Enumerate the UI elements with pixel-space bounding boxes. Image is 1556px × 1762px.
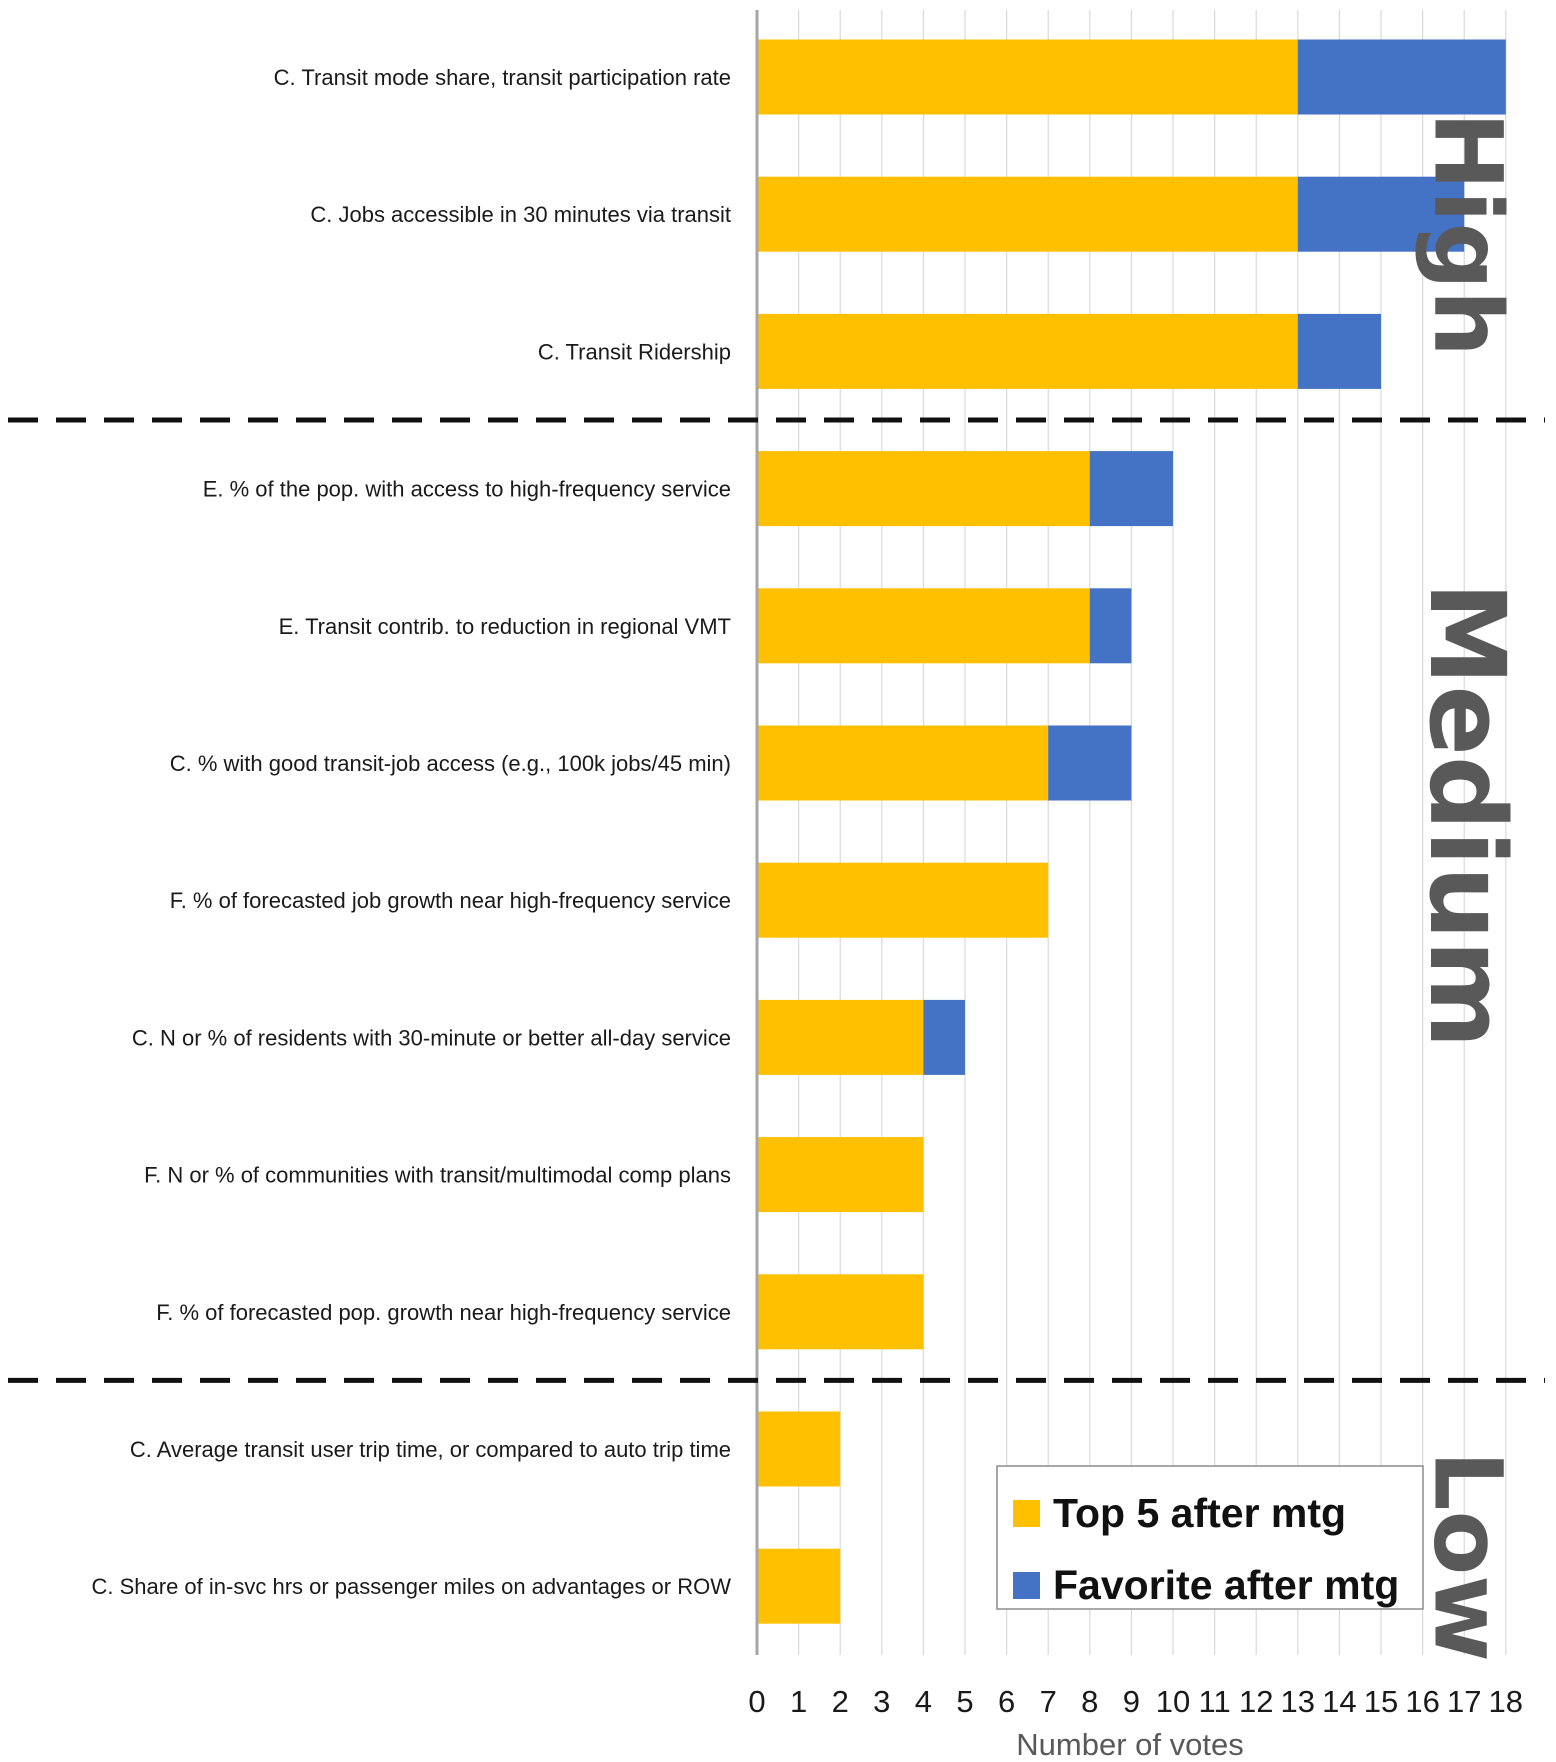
category-label: C. Transit Ridership — [538, 339, 731, 364]
x-tick-label: 18 — [1489, 1684, 1523, 1719]
category-label: C. % with good transit-job access (e.g.,… — [170, 751, 731, 776]
band-dividers — [8, 417, 1545, 1383]
band-label-high: High — [1413, 112, 1522, 357]
bar-top5 — [757, 313, 1298, 389]
x-tick-label: 12 — [1239, 1684, 1273, 1719]
x-tick-label: 13 — [1281, 1684, 1315, 1719]
x-tick-label: 15 — [1364, 1684, 1398, 1719]
x-tick-label: 5 — [956, 1684, 973, 1719]
bar-top5 — [757, 1411, 841, 1487]
bar-top5 — [757, 725, 1049, 801]
category-label: C. Share of in-svc hrs or passenger mile… — [92, 1574, 732, 1599]
x-tick-label: 7 — [1040, 1684, 1057, 1719]
legend: Top 5 after mtg Favorite after mtg — [996, 1465, 1424, 1610]
x-tick-label: 3 — [873, 1684, 890, 1719]
bar-favorite — [923, 999, 965, 1075]
legend-box — [996, 1465, 1424, 1610]
category-label: F. N or % of communities with transit/mu… — [144, 1163, 731, 1188]
category-label: E. % of the pop. with access to high-fre… — [203, 477, 731, 502]
x-tick-label: 11 — [1199, 1684, 1231, 1719]
x-tick-label: 14 — [1322, 1684, 1356, 1719]
bar-top5 — [757, 1548, 841, 1624]
bar-favorite — [1089, 451, 1173, 527]
legend-label: Top 5 after mtg — [1053, 1490, 1346, 1536]
x-tick-labels: 0 1 2 3 4 5 6 7 8 9 10 11 12 13 14 15 16 17 18 — [748, 1684, 1523, 1719]
x-tick-label: 2 — [832, 1684, 849, 1719]
x-tick-label: 17 — [1447, 1684, 1481, 1719]
bar-favorite — [1089, 588, 1132, 664]
bars — [757, 39, 1506, 1624]
legend-swatch — [1013, 1500, 1040, 1527]
bar-top5 — [757, 1274, 924, 1350]
bar-top5 — [757, 588, 1090, 664]
bar-favorite — [1297, 39, 1506, 115]
band-label-medium: Medium — [1406, 582, 1528, 1049]
x-tick-label: 8 — [1081, 1684, 1098, 1719]
legend-label: Favorite after mtg — [1053, 1562, 1399, 1608]
x-tick-label: 10 — [1156, 1684, 1190, 1719]
bar-favorite — [1297, 176, 1465, 252]
x-tick-label: 0 — [748, 1684, 765, 1719]
bar-favorite — [1297, 313, 1381, 389]
category-label: F. % of forecasted job growth near high-… — [170, 888, 731, 913]
category-label: C. Jobs accessible in 30 minutes via tra… — [310, 202, 731, 227]
x-tick-label: 6 — [998, 1684, 1015, 1719]
bar-top5 — [757, 862, 1049, 938]
x-axis-title: Number of votes — [1016, 1727, 1243, 1762]
x-tick-label: 16 — [1405, 1684, 1439, 1719]
band-label-low: Low — [1413, 1451, 1522, 1662]
bar-top5 — [757, 1137, 924, 1213]
category-label: C. Transit mode share, transit participa… — [274, 65, 731, 90]
x-tick-label: 9 — [1123, 1684, 1140, 1719]
bar-top5 — [757, 451, 1090, 527]
x-tick-label: 4 — [915, 1684, 932, 1719]
bar-top5 — [757, 999, 924, 1075]
bar-top5 — [757, 176, 1298, 252]
bar-favorite — [1048, 725, 1132, 801]
category-label: F. % of forecasted pop. growth near high… — [156, 1300, 731, 1325]
category-label: C. N or % of residents with 30-minute or… — [132, 1025, 731, 1050]
bar-top5 — [757, 39, 1298, 115]
category-label: E. Transit contrib. to reduction in regi… — [279, 614, 731, 639]
legend-swatch — [1013, 1572, 1040, 1599]
x-tick-label: 1 — [790, 1684, 807, 1719]
band-labels: High Medium Low — [1406, 112, 1528, 1662]
vertical-gridlines — [797, 10, 1507, 1655]
category-labels: C. Transit mode share, transit participa… — [92, 65, 732, 1599]
category-label: C. Average transit user trip time, or co… — [130, 1437, 731, 1462]
